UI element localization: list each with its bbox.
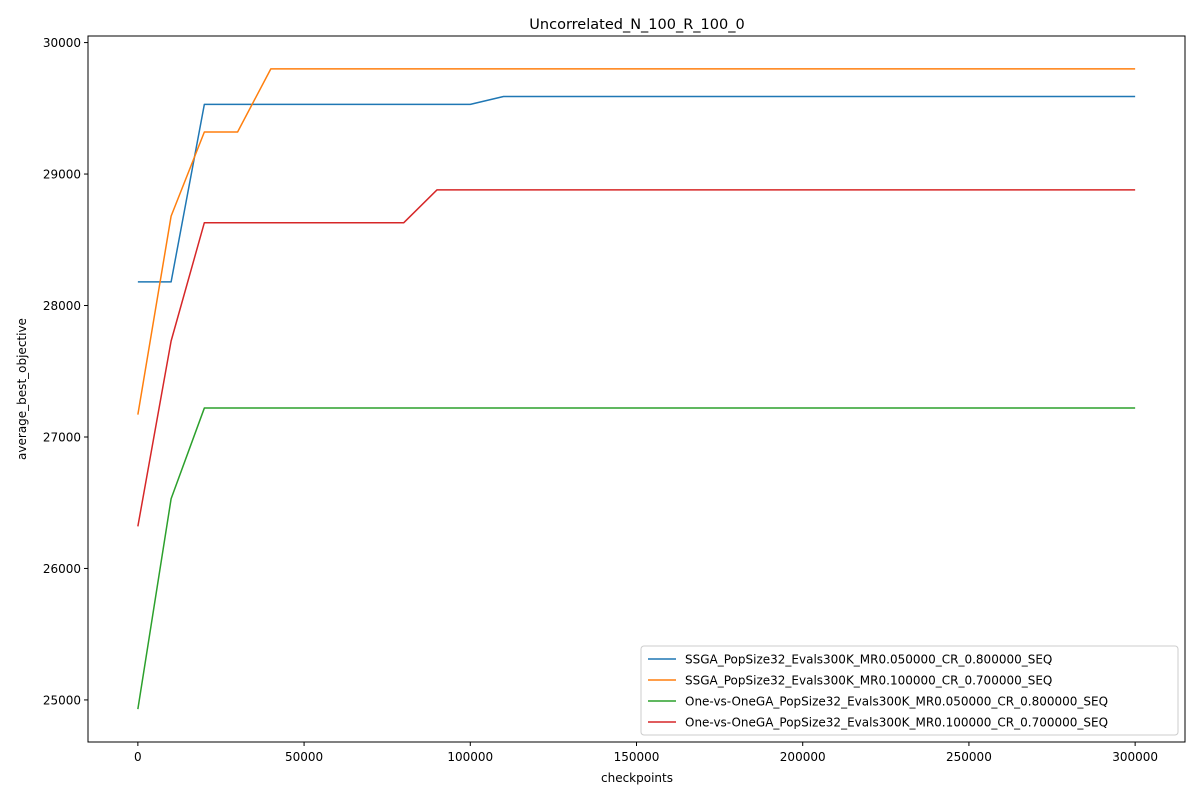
series-layer <box>137 68 1136 710</box>
x-tick-label: 150000 <box>614 750 660 764</box>
y-tick-label: 28000 <box>43 299 81 313</box>
y-tick-label: 30000 <box>43 36 81 50</box>
x-tick-label: 0 <box>134 750 142 764</box>
chart-title: Uncorrelated_N_100_R_100_0 <box>529 17 744 33</box>
y-tick-label: 26000 <box>43 562 81 576</box>
y-tick-label: 29000 <box>43 168 81 182</box>
x-axis-ticks: 0 50000 100000 150000 200000 250000 300000 <box>134 742 1158 764</box>
x-tick-label: 250000 <box>946 750 992 764</box>
y-axis-label: average_best_objective <box>15 318 29 460</box>
y-tick-label: 25000 <box>43 693 81 707</box>
series-line-1 <box>137 95 1136 283</box>
x-tick-label: 300000 <box>1112 750 1158 764</box>
x-tick-label: 100000 <box>447 750 493 764</box>
legend-label-3: One-vs-OneGA_PopSize32_Evals300K_MR0.050… <box>685 695 1108 709</box>
x-tick-label: 50000 <box>285 750 323 764</box>
legend: SSGA_PopSize32_Evals300K_MR0.050000_CR_0… <box>640 645 1179 736</box>
series-line-3 <box>137 407 1136 710</box>
y-axis-ticks: 25000 26000 27000 28000 29000 30000 <box>43 36 88 707</box>
series-line-2 <box>137 68 1136 415</box>
y-tick-label: 27000 <box>43 430 81 444</box>
legend-label-2: SSGA_PopSize32_Evals300K_MR0.100000_CR_0… <box>685 674 1052 688</box>
legend-box <box>640 645 1179 736</box>
legend-label-1: SSGA_PopSize32_Evals300K_MR0.050000_CR_0… <box>685 653 1052 667</box>
legend-label-4: One-vs-OneGA_PopSize32_Evals300K_MR0.100… <box>685 716 1108 730</box>
x-tick-label: 200000 <box>780 750 826 764</box>
series-line-4 <box>137 189 1136 527</box>
x-axis-label: checkpoints <box>601 771 673 785</box>
